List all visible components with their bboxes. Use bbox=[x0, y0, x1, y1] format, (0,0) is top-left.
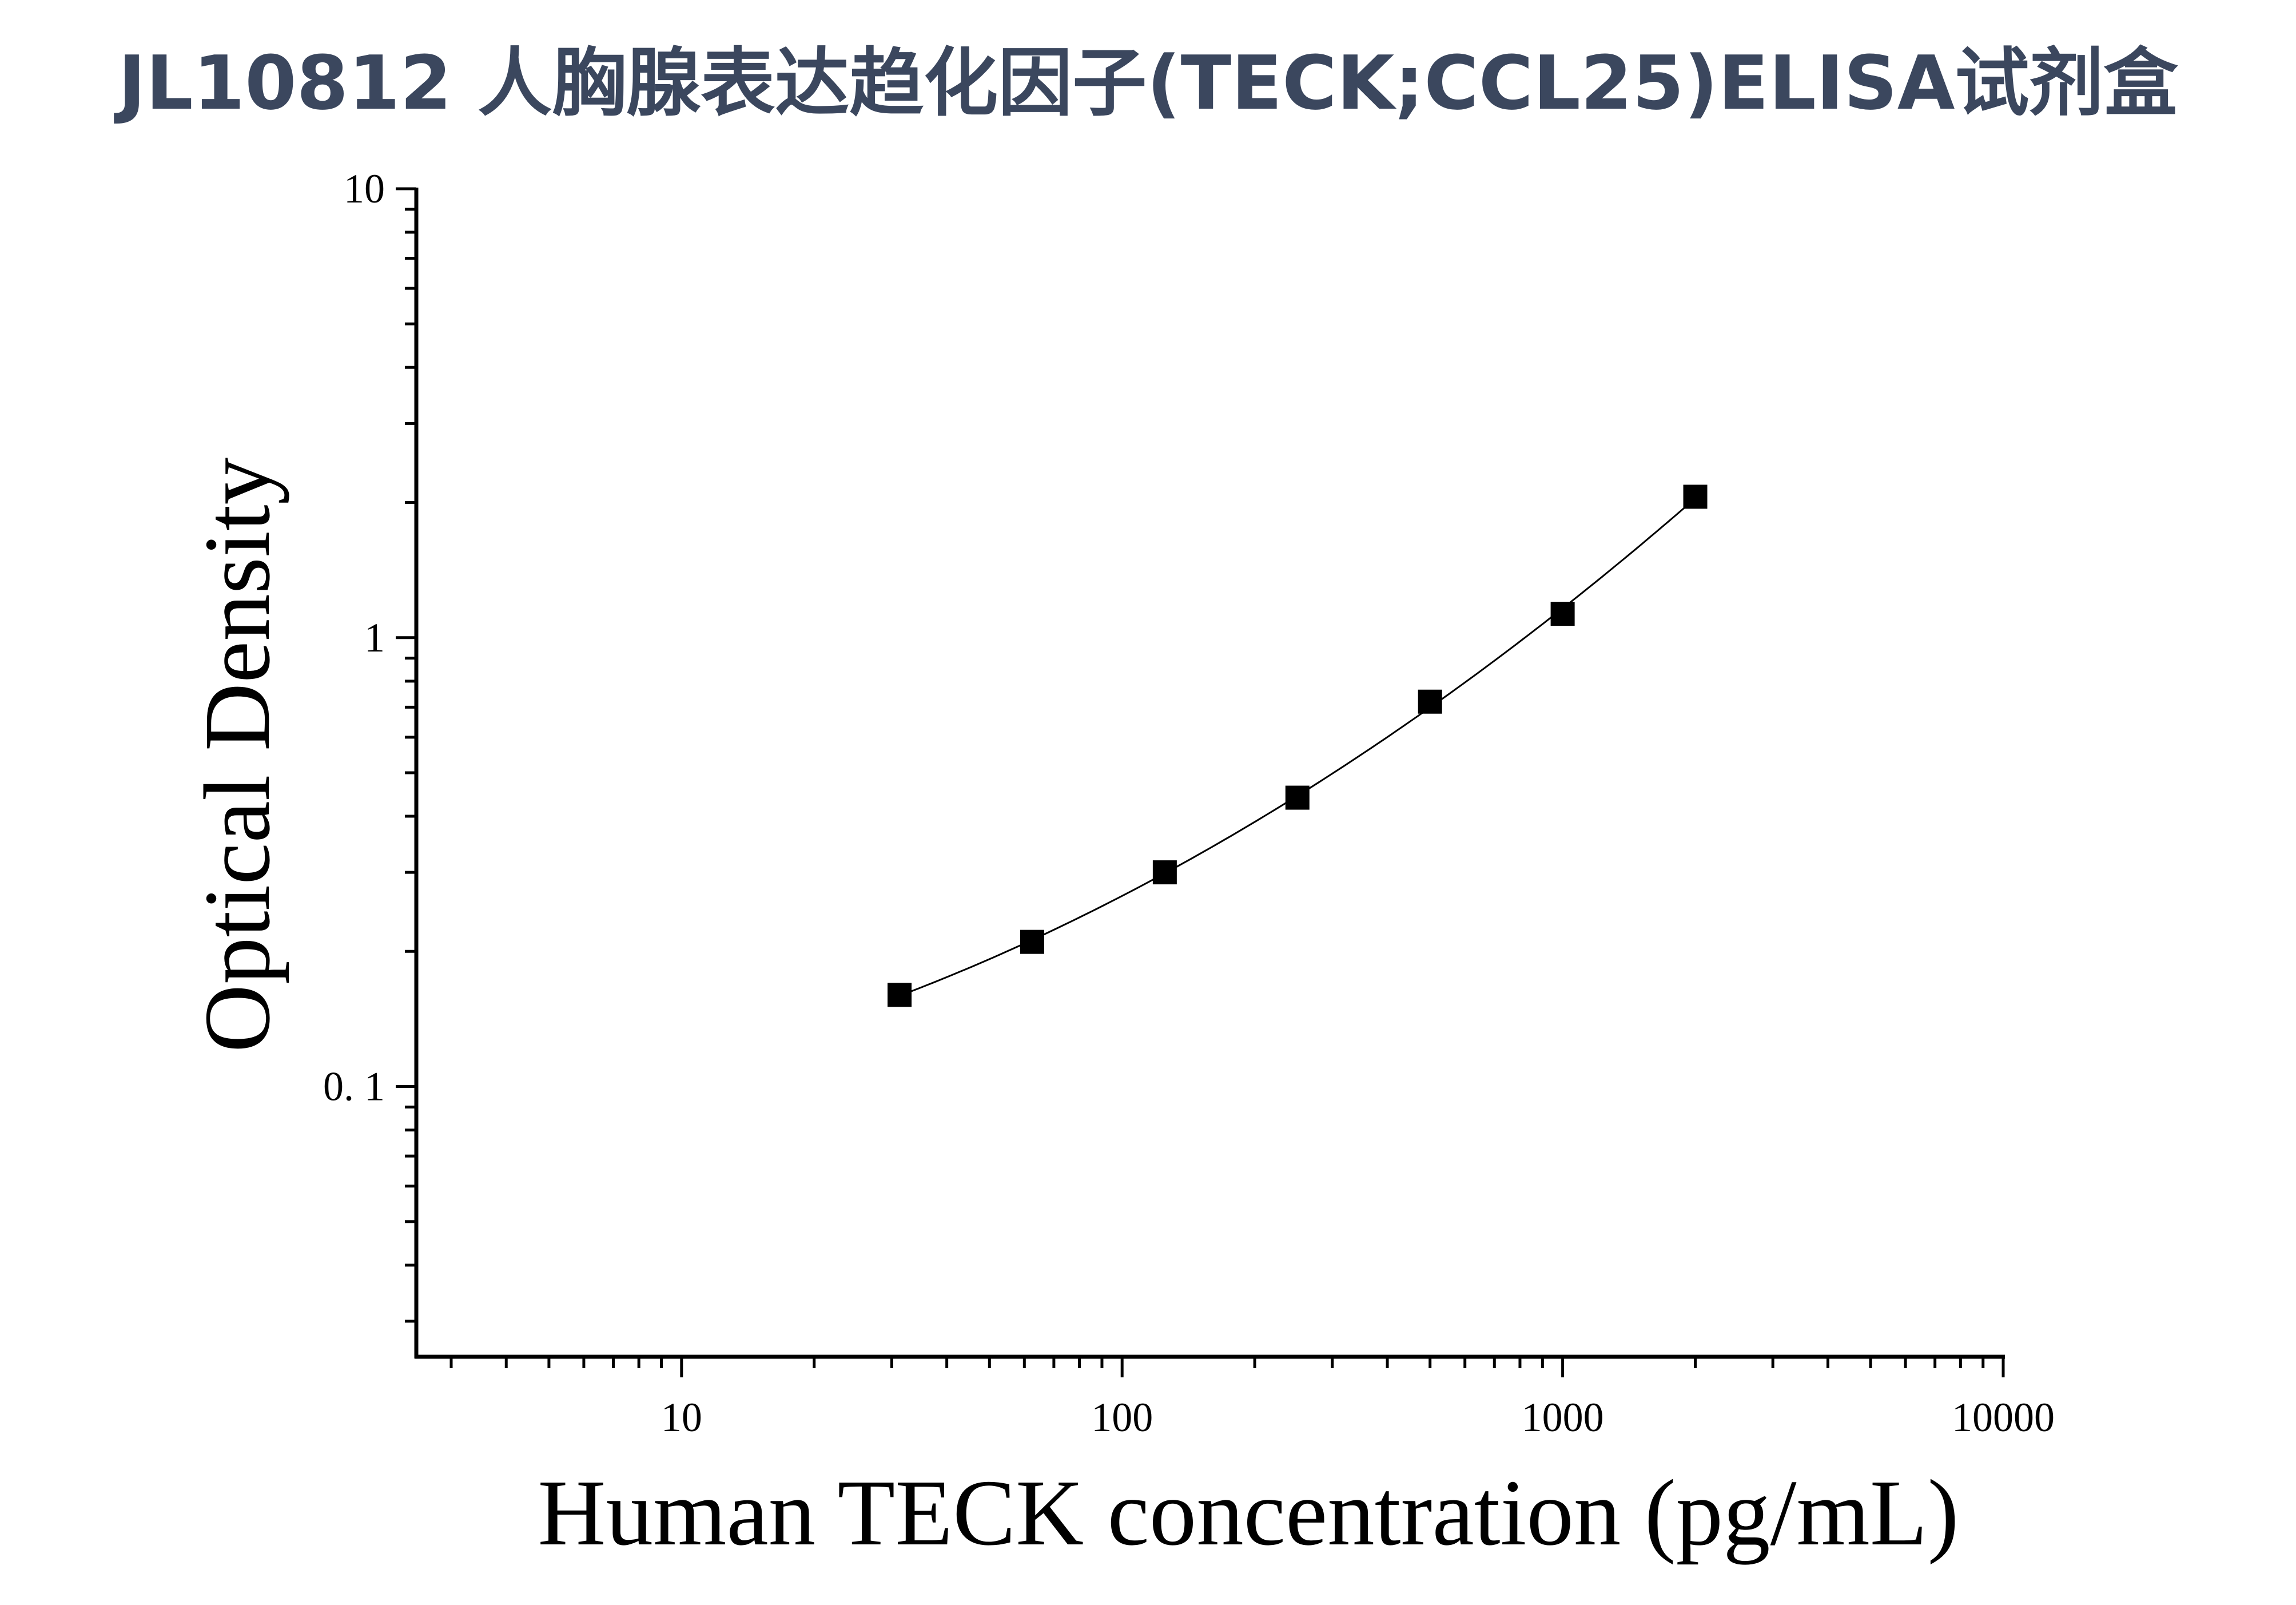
y-tick-label: 0. 1 bbox=[323, 1064, 385, 1110]
page-title: JL10812 人胸腺表达趋化因子(TECK;CCL25)ELISA试剂盒 bbox=[118, 39, 2178, 126]
x-axis-title: Human TECK concentration (pg/mL) bbox=[538, 1460, 1959, 1565]
ticks: 10 100 1000 10000 0. 1 1 10 bbox=[323, 166, 2055, 1440]
y-axis-title: Optical Density bbox=[185, 458, 289, 1052]
fit-curve bbox=[899, 498, 1696, 997]
data-point bbox=[1683, 484, 1708, 509]
y-tick-label: 1 bbox=[364, 615, 385, 661]
x-tick-label: 10000 bbox=[1952, 1395, 2055, 1440]
data-point bbox=[1020, 929, 1044, 954]
data-point bbox=[1550, 602, 1575, 626]
x-tick-label: 1000 bbox=[1522, 1395, 1604, 1440]
x-tick-label: 100 bbox=[1091, 1395, 1153, 1440]
data-points bbox=[888, 484, 1708, 1007]
data-point bbox=[888, 983, 912, 1007]
x-tick-label: 10 bbox=[661, 1395, 702, 1440]
fit-curve-group bbox=[899, 498, 1696, 997]
y-tick-label: 10 bbox=[344, 166, 385, 212]
data-point bbox=[1285, 785, 1310, 810]
data-point bbox=[1152, 860, 1177, 885]
axes bbox=[414, 188, 2005, 1359]
data-point bbox=[1418, 689, 1442, 714]
